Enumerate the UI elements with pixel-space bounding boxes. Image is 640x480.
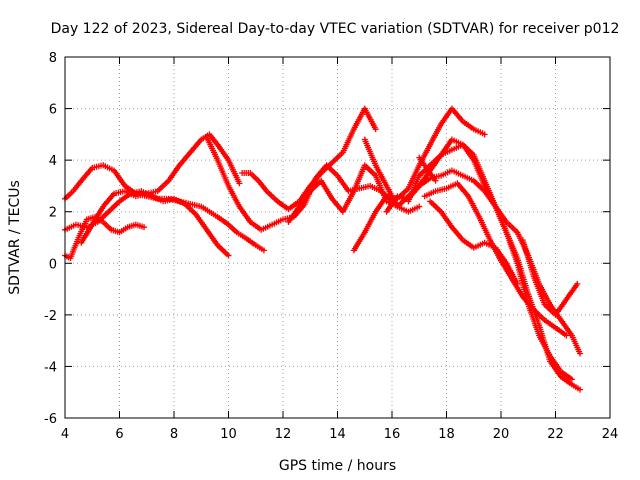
- chart-title: Day 122 of 2023, Sidereal Day-to-day VTE…: [51, 21, 620, 37]
- x-tick-label: 16: [384, 427, 401, 442]
- y-tick-label: 2: [49, 206, 57, 221]
- series-sat-b: [62, 213, 148, 262]
- x-tick-label: 24: [602, 427, 619, 442]
- y-tick-label: 4: [49, 154, 57, 169]
- series-marks: [62, 213, 148, 262]
- y-axis-label: SDTVAR / TECUs: [7, 180, 23, 295]
- grid-lines: [65, 57, 610, 418]
- x-tick-label: 8: [170, 427, 178, 442]
- plot-frame: [64, 56, 611, 419]
- y-tick-label: 0: [49, 257, 57, 272]
- series-sat-m: [427, 198, 521, 287]
- y-tick-label: -4: [44, 360, 57, 375]
- series-marks: [203, 133, 395, 233]
- series-sat-d: [78, 131, 243, 246]
- series-marks: [78, 131, 243, 246]
- series-sat-f: [203, 133, 395, 233]
- series-marks: [427, 198, 521, 287]
- x-tick-label: 4: [61, 427, 69, 442]
- x-tick-label: 18: [438, 427, 455, 442]
- data-points: [62, 105, 584, 393]
- y-tick-label: 8: [49, 51, 57, 66]
- y-tick-label: 6: [49, 103, 57, 118]
- x-tick-label: 14: [329, 427, 346, 442]
- series-marks: [416, 154, 439, 184]
- x-tick-label: 10: [220, 427, 237, 442]
- y-tick-label: -6: [44, 412, 57, 427]
- x-tick-label: 6: [115, 427, 123, 442]
- series-sat-o: [416, 154, 439, 184]
- series-marks: [519, 237, 581, 318]
- x-axis-label: GPS time / hours: [279, 458, 396, 474]
- x-tick-label: 22: [547, 427, 564, 442]
- series-sat-n: [519, 237, 581, 318]
- y-tick-label: -2: [44, 309, 57, 324]
- x-tick-label: 12: [275, 427, 292, 442]
- x-tick-label: 20: [493, 427, 510, 442]
